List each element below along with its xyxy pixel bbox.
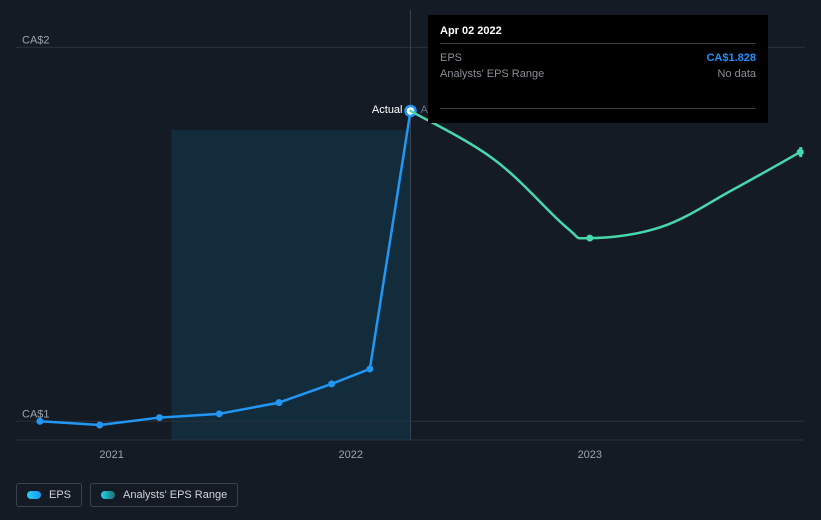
svg-text:Actual: Actual — [372, 104, 403, 116]
legend-item-eps[interactable]: EPS — [16, 483, 82, 507]
legend-item-range[interactable]: Analysts' EPS Range — [90, 483, 238, 507]
svg-text:2023: 2023 — [578, 449, 602, 461]
svg-text:2022: 2022 — [338, 449, 362, 461]
legend-label: Analysts' EPS Range — [123, 489, 227, 501]
legend-swatch — [101, 491, 115, 499]
chart-tooltip: Apr 02 2022 EPS CA$1.828 Analysts' EPS Ran… — [428, 15, 768, 123]
tooltip-date: Apr 02 2022 — [440, 25, 756, 44]
tooltip-row-key: Analysts' EPS Range — [440, 68, 544, 80]
legend-label: EPS — [49, 489, 71, 501]
svg-text:2021: 2021 — [99, 449, 123, 461]
svg-text:CA$1: CA$1 — [22, 408, 50, 420]
svg-text:CA$2: CA$2 — [22, 34, 50, 46]
tooltip-row-value: No data — [717, 68, 756, 80]
tooltip-rows: EPS CA$1.828 Analysts' EPS Range No data — [440, 50, 756, 82]
tooltip-row: Analysts' EPS Range No data — [440, 66, 756, 82]
tooltip-separator — [440, 108, 756, 109]
chart-legend: EPS Analysts' EPS Range — [16, 483, 238, 507]
tooltip-row-key: EPS — [440, 52, 462, 64]
tooltip-row-value: CA$1.828 — [706, 52, 756, 64]
tooltip-row: EPS CA$1.828 — [440, 50, 756, 66]
eps-chart: CA$1CA$2202120222023ActualAnalysts Forec… — [0, 0, 821, 520]
legend-swatch — [27, 491, 41, 499]
